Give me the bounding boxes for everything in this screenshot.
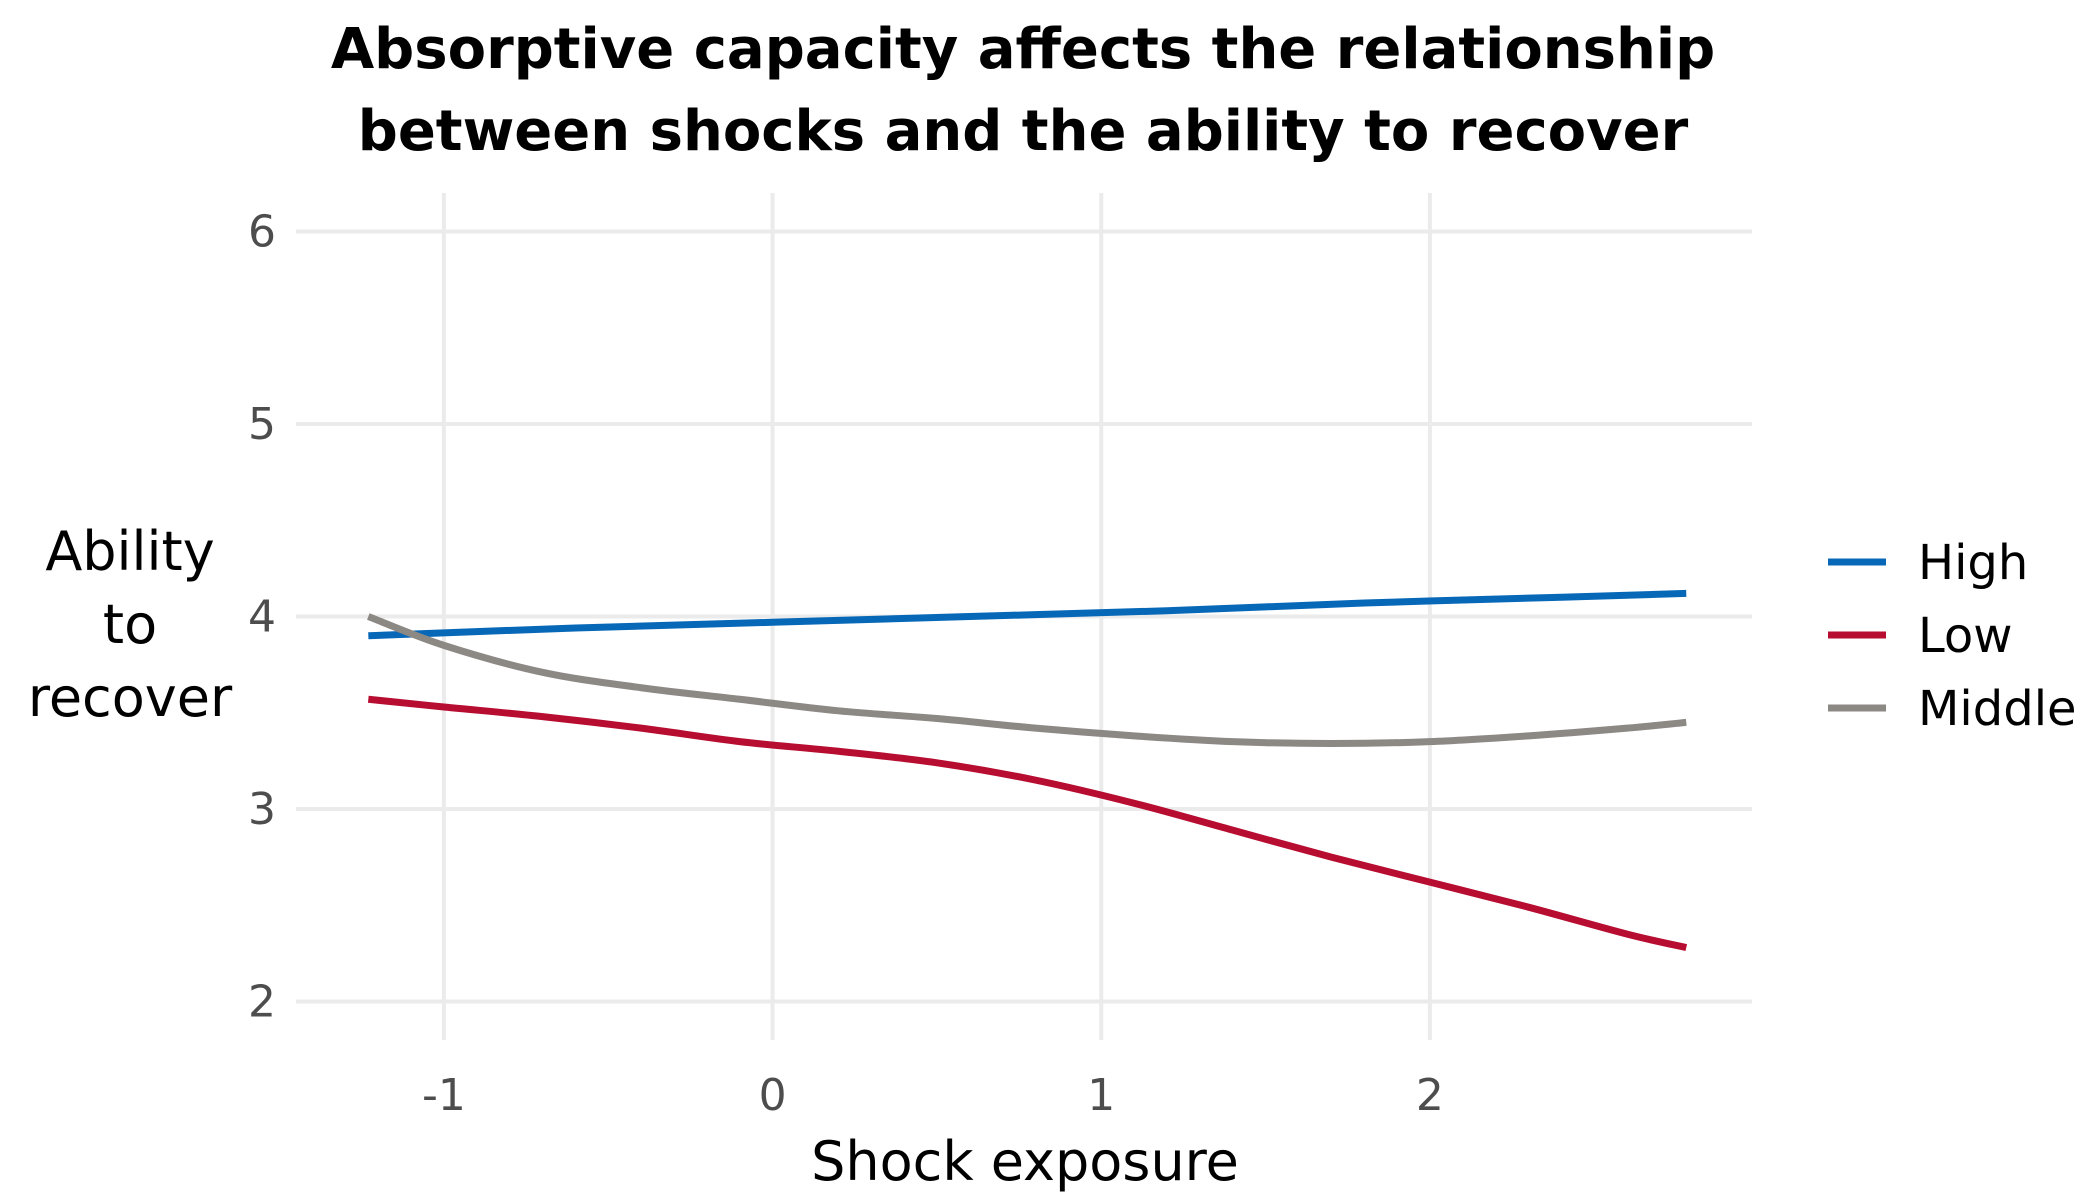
y-tick-label-4: 4 — [248, 592, 276, 643]
series-lines — [367, 589, 1688, 952]
legend-item-high: High — [1828, 535, 2028, 591]
series-line-high — [368, 589, 1687, 640]
y-tick-label-6: 6 — [248, 207, 276, 258]
chart-title-line-1: Absorptive capacity affects the relation… — [331, 17, 1715, 82]
series-line-low — [367, 695, 1688, 952]
y-axis-title-line-1: Ability — [45, 520, 214, 583]
legend-label-middle: Middle — [1918, 681, 2077, 737]
chart-title-line-2: between shocks and the ability to recove… — [358, 99, 1689, 164]
legend-item-low: Low — [1828, 608, 2013, 664]
y-tick-label-5: 5 — [248, 399, 276, 450]
legend-label-low: Low — [1918, 608, 2013, 664]
chart-title: Absorptive capacity affects the relation… — [331, 17, 1715, 164]
x-tick-label--1: -1 — [422, 1070, 466, 1121]
y-tick-label-3: 3 — [248, 784, 276, 835]
legend: High Low Middle — [1828, 535, 2077, 737]
x-axis-ticks: -1 0 1 2 — [422, 1070, 1444, 1121]
y-axis-title-line-3: recover — [28, 666, 233, 729]
y-axis-ticks: 2 3 4 5 6 — [248, 207, 276, 1028]
series-line-middle — [367, 613, 1687, 748]
legend-label-high: High — [1918, 535, 2028, 591]
x-tick-label-0: 0 — [759, 1070, 787, 1121]
y-axis-title-line-2: to — [103, 593, 157, 656]
x-tick-label-2: 2 — [1416, 1070, 1444, 1121]
x-tick-label-1: 1 — [1087, 1070, 1115, 1121]
legend-item-middle: Middle — [1828, 681, 2077, 737]
x-axis-title: Shock exposure — [811, 1130, 1239, 1193]
y-axis-title: Ability to recover — [28, 520, 233, 729]
y-tick-label-2: 2 — [248, 977, 276, 1028]
